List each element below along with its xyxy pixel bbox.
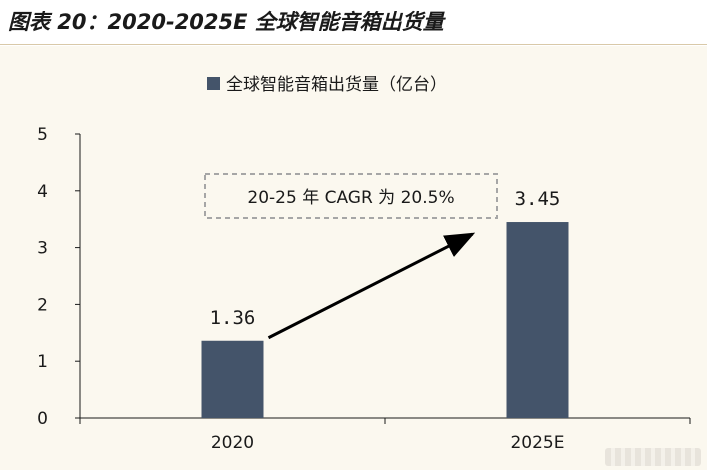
y-tick-label: 0 <box>37 409 48 429</box>
legend-swatch <box>207 77 220 90</box>
chart-area: 全球智能音箱出货量（亿台） 0 1 2 3 4 5 2020 1.36 2025E 3.45 20-2… <box>0 46 707 470</box>
bar-2020 <box>201 340 264 418</box>
data-label: 1.36 <box>210 307 256 329</box>
y-tick-label: 4 <box>37 182 48 202</box>
header-divider <box>0 44 707 45</box>
legend-label: 全球智能音箱出货量（亿台） <box>226 75 447 95</box>
x-tick-label: 2025E <box>510 433 564 453</box>
growth-arrow <box>267 232 476 340</box>
y-tick-label: 5 <box>37 125 48 145</box>
annotation-text: 20-25 年 CAGR 为 20.5% <box>247 188 454 208</box>
x-tick-label: 2020 <box>211 433 254 453</box>
figure-header: 图表 20：2020-2025E 全球智能音箱出货量 <box>0 0 707 44</box>
data-label: 3.45 <box>515 188 561 210</box>
y-tick-label: 1 <box>37 352 48 372</box>
figure-title: 图表 20：2020-2025E 全球智能音箱出货量 <box>8 10 444 34</box>
annotation-box <box>204 173 498 219</box>
y-tick-label: 2 <box>37 295 48 315</box>
bar-chart: 全球智能音箱出货量（亿台） 0 1 2 3 4 5 2020 1.36 2025E 3.45 20-2… <box>37 75 691 453</box>
chart-legend: 全球智能音箱出货量（亿台） <box>207 75 447 95</box>
watermark <box>605 448 701 466</box>
y-tick-label: 3 <box>37 239 48 259</box>
bar-2025E <box>506 222 569 418</box>
